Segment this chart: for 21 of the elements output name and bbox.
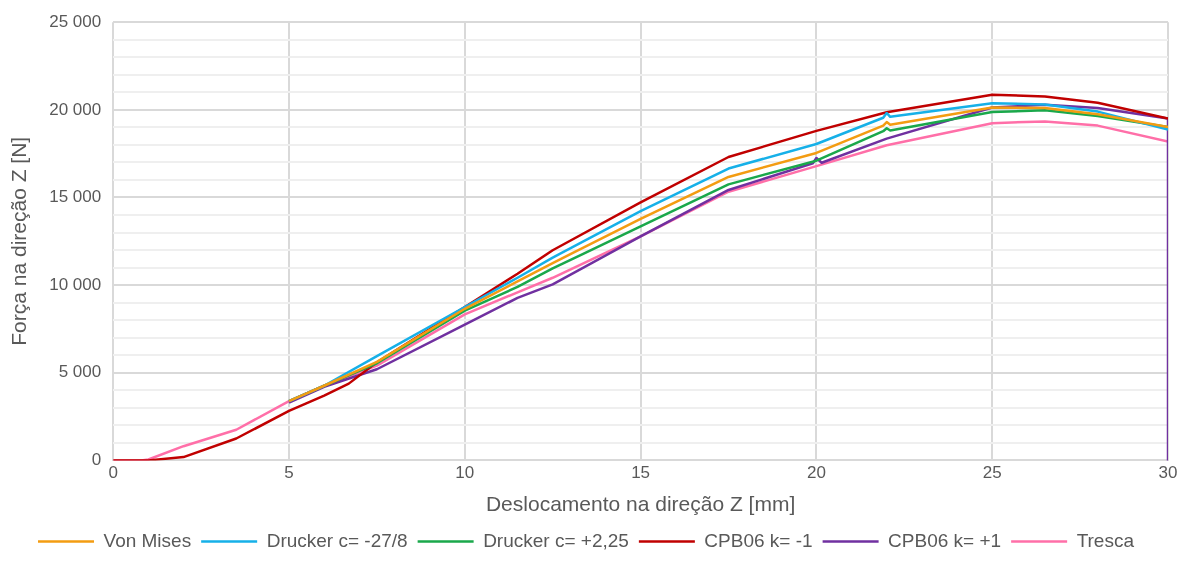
legend-label: Von Mises	[103, 529, 192, 551]
x-tick-label: 5	[284, 463, 294, 483]
x-tick-label: 0	[108, 463, 118, 483]
y-tick-label: 20 000	[49, 99, 102, 119]
x-tick-label: 15	[631, 463, 651, 483]
y-tick-label: 10 000	[49, 274, 102, 294]
y-tick-label: 5 000	[58, 362, 102, 382]
legend-label: CPB06 k= -1	[704, 529, 813, 551]
legend-label: Tresca	[1076, 529, 1135, 551]
y-tick-label: 0	[91, 450, 102, 470]
x-tick-label: 20	[806, 463, 826, 483]
x-axis-title: Deslocamento na direção Z [mm]	[485, 492, 796, 516]
x-tick-label: 10	[455, 463, 475, 483]
legend-label: Drucker c= +2,25	[483, 529, 629, 551]
legend-label: CPB06 k= +1	[888, 529, 1002, 551]
y-axis-title: Força na direção Z [N]	[7, 136, 31, 346]
y-tick-label: 15 000	[49, 187, 102, 207]
legend-label: Drucker c= -27/8	[266, 529, 408, 551]
x-tick-label: 30	[1158, 463, 1178, 483]
y-tick-label: 25 000	[49, 11, 102, 31]
x-tick-label: 25	[982, 463, 1002, 483]
